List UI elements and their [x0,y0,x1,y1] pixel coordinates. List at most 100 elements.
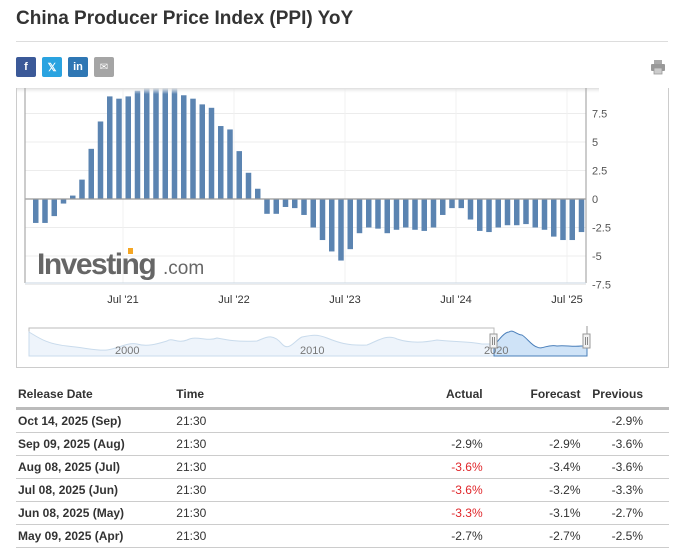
time-cell: 21:30 [174,478,258,502]
chart-bar[interactable] [227,129,233,199]
chart-bar[interactable] [70,195,76,199]
linkedin-share-button[interactable]: in [68,57,88,77]
chart-bar[interactable] [79,179,85,199]
print-icon[interactable] [650,59,666,75]
col-actual[interactable]: Actual [257,383,485,410]
chart-bar[interactable] [486,199,492,233]
chart-bar[interactable] [523,199,529,225]
chart-bar[interactable] [458,199,465,209]
actual-cell: -3.3% [257,501,485,525]
chart-bar[interactable] [301,199,307,215]
forecast-cell: -3.1% [484,501,583,525]
twitter-share-button[interactable]: 𝕏 [42,57,62,77]
previous-cell: -3.6% [582,455,669,479]
navigator-left-handle[interactable] [489,333,498,349]
email-share-button[interactable]: ✉ [94,57,114,77]
chart-bar[interactable] [504,199,511,226]
chart-bar[interactable] [171,88,178,199]
chart-bar[interactable] [514,199,520,226]
chart-bar[interactable] [467,199,474,220]
chart-bar[interactable] [97,121,104,199]
chart-bar[interactable] [292,199,298,209]
facebook-share-button[interactable]: f [16,57,36,77]
time-cell: 21:30 [174,408,258,433]
previous-cell: -3.3% [582,478,669,502]
chart-bar[interactable] [42,199,48,223]
chart-bar[interactable] [329,199,335,252]
actual-cell: -2.9% [257,432,485,456]
chart-bar[interactable] [541,199,548,230]
time-cell: 21:30 [174,432,258,456]
chart-bar[interactable] [310,199,317,228]
time-cell: 21:30 [174,455,258,479]
chart-gridlines [25,88,586,285]
forecast-cell: -2.7% [484,524,583,548]
chart-bar[interactable] [162,88,169,199]
y-tick-label: -5 [592,251,602,263]
title-divider [16,41,668,42]
chart-bar[interactable] [282,199,289,207]
x-tick-label: Jul '23 [329,294,360,306]
chart-bar[interactable] [375,199,381,229]
chart-bar[interactable] [255,188,261,199]
chart-bar[interactable] [560,199,566,241]
chart-bar[interactable] [347,199,354,250]
actual-cell: -3.6% [257,478,485,502]
chart-bar[interactable] [116,98,122,199]
chart-bar[interactable] [60,199,67,204]
page-title: China Producer Price Index (PPI) YoY [16,8,354,29]
chart-bar[interactable] [245,172,252,199]
table-row: Oct 14, 2025 (Sep) 21:30 -2.9% [16,408,669,433]
release-date-cell: Oct 14, 2025 (Sep) [16,408,175,433]
chart-bar[interactable] [532,199,539,228]
col-release-date[interactable]: Release Date [16,383,175,410]
col-previous[interactable]: Previous [582,383,669,410]
watermark-dotcom: .com [163,258,204,279]
chart-bar[interactable] [366,199,372,228]
chart-bar[interactable] [384,199,391,234]
chart-bar[interactable] [208,107,215,199]
navigator-right-handle[interactable] [582,333,591,349]
chart-bar[interactable] [477,199,483,231]
chart-bar[interactable] [578,199,585,233]
chart-bar[interactable] [181,95,187,199]
chart-bar[interactable] [430,199,437,228]
chart-bar[interactable] [51,199,58,217]
chart-bar[interactable] [393,199,400,230]
chart-bar[interactable] [356,199,363,234]
chart-bar[interactable] [338,199,344,261]
chart-bar[interactable] [144,88,150,199]
chart-bar[interactable] [236,151,243,199]
chart-bar[interactable] [190,98,196,199]
chart-bar[interactable] [412,199,418,230]
chart-bar[interactable] [449,199,455,209]
y-tick-label: 2.5 [592,166,607,178]
chart-bar[interactable] [125,96,132,199]
chart-bar[interactable] [440,199,446,215]
chart-bar[interactable] [319,199,326,241]
chart-bar[interactable] [33,199,39,223]
actual-cell: -2.7% [257,524,485,548]
chart-bar[interactable] [88,148,95,199]
navigator-label-2010: 2010 [300,345,324,357]
chart-navigator[interactable]: 2000 2010 2020 [28,326,591,357]
chart-bar[interactable] [273,199,280,214]
chart-bar[interactable] [134,90,141,199]
chart-bar[interactable] [551,199,557,237]
chart-bar[interactable] [403,199,409,228]
chart-bar[interactable] [421,199,428,231]
chart-bar[interactable] [264,199,270,214]
chart-bar[interactable] [495,199,502,228]
y-tick-label: 5 [592,137,598,149]
chart-bar[interactable] [569,199,576,241]
chart-bar[interactable] [218,126,224,199]
chart-top-shadow [17,88,599,94]
col-forecast[interactable]: Forecast [484,383,583,410]
chart-bar[interactable] [107,96,113,199]
release-date-cell: May 09, 2025 (Apr) [16,524,175,548]
ppi-bar-chart[interactable]: 7.5 5 2.5 0 -2.5 -5 -7.5 Jul '21 Jul '22 Jul '23… [17,88,670,368]
chart-bar[interactable] [199,104,206,199]
col-time[interactable]: Time [174,383,258,410]
watermark-investing: Investing [37,248,155,281]
chart-bar[interactable] [153,88,159,199]
